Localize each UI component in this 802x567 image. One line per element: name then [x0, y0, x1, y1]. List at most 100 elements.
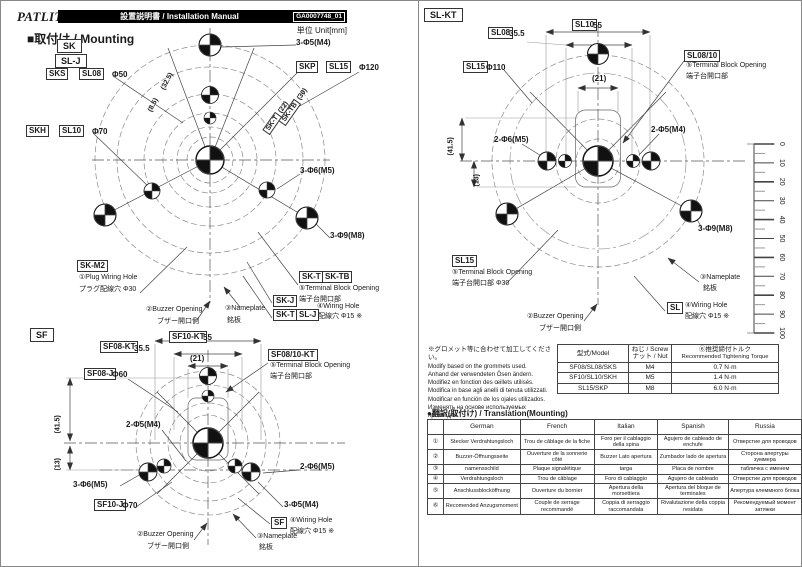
note-line: Modifica in base agli anelli di tenuta u… [428, 388, 548, 395]
translation-row: ③ namensschild Plaque signalétique targa… [426, 464, 802, 475]
ruler-label: 90 [778, 310, 785, 318]
callout-sf-nameplate-en: ③Nameplate [257, 533, 298, 540]
translation-header-italian: Italian [593, 419, 659, 435]
model-tag-sf10-j: SF10-J [94, 499, 127, 511]
translation-cell-russian: Сторона апертуры зуммера [727, 449, 802, 466]
model-tag-sl08: SL08 [79, 68, 105, 80]
model-tag-sl10: SL10 [59, 125, 85, 137]
torque-col-torque-line1: ⑥推奨締付トルク [699, 346, 751, 354]
model-tag-sk-t-callout: SK-T [299, 271, 324, 283]
model-tag-sf10-kt: SF10-KT [169, 331, 208, 343]
sk-mounting-hole-symbols [93, 33, 319, 230]
torque-model-cell: SL15/SKP [557, 382, 629, 395]
dim-holes-3phi5: 3-Φ5(M4) [296, 38, 331, 47]
callout-sl-terminal-bot-jp: 端子台開口部 Φ30 [452, 280, 510, 287]
torque-model-cell: SF08/SL08/SKS [557, 361, 629, 374]
translation-cell-german: Anschlussblocköffnung [443, 483, 521, 500]
dim-sl-55: 55 [593, 21, 602, 30]
translation-cell-german: Stecker Verdrahtungsloch [443, 433, 521, 451]
translation-header-french: French [519, 419, 595, 435]
dim-phi120: Φ120 [359, 63, 379, 72]
callout-sl-nameplate-en: ③Nameplate [700, 274, 741, 281]
sf-diagram-geometry [64, 338, 345, 545]
translation-num-cell: ② [426, 449, 445, 466]
callout-sf-nameplate-jp: 銘板 [259, 544, 273, 551]
grommet-notes: ※グロメット等に合わせて加工してください。 Modify based on th… [428, 346, 556, 421]
torque-value-cell: 0.7 N·m [671, 361, 779, 374]
dim-sf-21: (21) [190, 354, 205, 363]
torque-row: SF10/SL10/SKH M5 1.4 N·m [557, 372, 779, 384]
callout-sl-terminal-top-jp: 端子台開口部 [686, 73, 728, 80]
torque-col-screw: ねじ / Screw ナット / Nut [628, 344, 672, 363]
model-tag-sk-m2: SK-M2 [77, 260, 108, 272]
torque-row: SF08/SL08/SKS M4 0.7 N·m [557, 361, 779, 374]
note-line: Modify based on the grommets used. [428, 363, 527, 370]
callout-sf-wiring-en: ④Wiring Hole [290, 517, 333, 524]
unit-note: 単位 Unit[mm] [296, 26, 347, 35]
dim-holes-3phi6: 3-Φ6(M5) [300, 166, 335, 175]
ruler-label: 30 [778, 197, 785, 205]
callout-nameplate-jp: 銘板 [227, 317, 241, 324]
dim-sl-13: (13) [473, 174, 481, 187]
dim-sf-2phi6: 2-Φ6(M5) [300, 462, 335, 471]
note-line: Modificar en función de los ojales utili… [428, 396, 546, 403]
ruler-label: 0 [778, 142, 785, 146]
ruler-label: 40 [778, 216, 785, 224]
callout-sf-buzzer-jp: ブザー開口側 [147, 543, 189, 550]
callout-nameplate-en: ③Nameplate [225, 305, 266, 312]
translation-cell-russian: табличка с именем [727, 464, 802, 475]
model-tag-skh: SKH [26, 125, 49, 137]
document-code: GA0007748_01 [293, 12, 345, 22]
translation-row: ① Stecker Verdrahtungsloch Trou de câbla… [426, 433, 802, 451]
translation-num-cell: ④ [426, 473, 445, 485]
model-tag-sf08-10-kt: SF08/10-KT [268, 349, 318, 361]
translation-num-cell: ⑥ [426, 498, 445, 515]
model-tag-skp: SKP [296, 61, 319, 73]
callout-terminal-block-jp: 端子台開口部 [299, 296, 341, 303]
callout-sf-buzzer-en: ②Buzzer Opening [137, 531, 194, 538]
model-tag-sl-j: SL-J [55, 54, 87, 68]
callout-terminal-block-en: ⑤Terminal Block Opening [299, 285, 380, 292]
callout-sl-terminal-top-en: ⑤Terminal Block Opening [686, 62, 767, 69]
torque-col-model: 型式/Model [557, 344, 629, 363]
sl-diagram-geometry [459, 25, 745, 322]
torque-col-screw-line2: ナット / Nut [632, 353, 668, 361]
translation-cell-french: Plaque signalétique [519, 464, 595, 475]
translation-table: German French Italian Spanish Russia ① S… [426, 419, 802, 515]
dim-sl-2phi5: 2-Φ5(M4) [651, 125, 686, 134]
translation-num-cell: ① [426, 433, 445, 451]
torque-value-cell: 6.0 N·m [671, 382, 779, 395]
ruler-label: 100 [778, 327, 785, 339]
mm-ruler: 0 10 20 30 40 50 60 70 80 90 100 [747, 142, 785, 339]
dim-sf-3phi6: 3-Φ6(M5) [73, 480, 108, 489]
torque-screw-cell: M4 [628, 361, 672, 374]
dim-sf-41-5: (41.5) [54, 415, 62, 434]
callout-sl-buzzer-jp: ブザー開口側 [539, 325, 581, 332]
ruler-label: 80 [778, 291, 785, 299]
translation-cell-french: Trou de câblage de la fiche [519, 433, 595, 451]
model-tag-sl15: SL15 [326, 61, 352, 73]
callout-wiring-hole-en: ④Wiring Hole [317, 303, 360, 310]
dim-sl-3phi9: 3-Φ9(M8) [698, 224, 733, 233]
callout-sf-terminal-en: ⑤Terminal Block Opening [270, 362, 351, 369]
ruler-label: 10 [778, 159, 785, 167]
callout-sl-wiring-en: ④Wiring Hole [685, 302, 728, 309]
callout-plug-wiring-hole-jp: プラグ配線穴 Φ30 [79, 286, 137, 293]
ruler-label: 70 [778, 272, 785, 280]
model-tag-sf2: SF [271, 517, 288, 529]
translation-cell-spanish: Placa de nombre [657, 464, 729, 475]
dim-sl-41-5: (41.5) [447, 137, 455, 156]
translation-cell-spanish: Apertura del bloque de terminales [657, 483, 729, 500]
torque-table: 型式/Model ねじ / Screw ナット / Nut ⑥推奨締付トルク R… [557, 344, 779, 395]
torque-model-cell: SF10/SL10/SKH [557, 372, 629, 384]
dim-sl-35-5: 35.5 [509, 29, 525, 38]
model-tag-sf: SF [30, 328, 54, 342]
torque-col-torque: ⑥推奨締付トルク Recommended Tightening Torque [671, 344, 779, 363]
translation-num-cell: ⑤ [426, 483, 445, 500]
torque-screw-cell: M8 [628, 382, 672, 395]
dim-sf-phi60: Φ60 [112, 370, 128, 379]
translation-cell-german: namensschild [443, 464, 521, 475]
translation-cell-spanish: Agujero de cableado de enchufe [657, 433, 729, 451]
